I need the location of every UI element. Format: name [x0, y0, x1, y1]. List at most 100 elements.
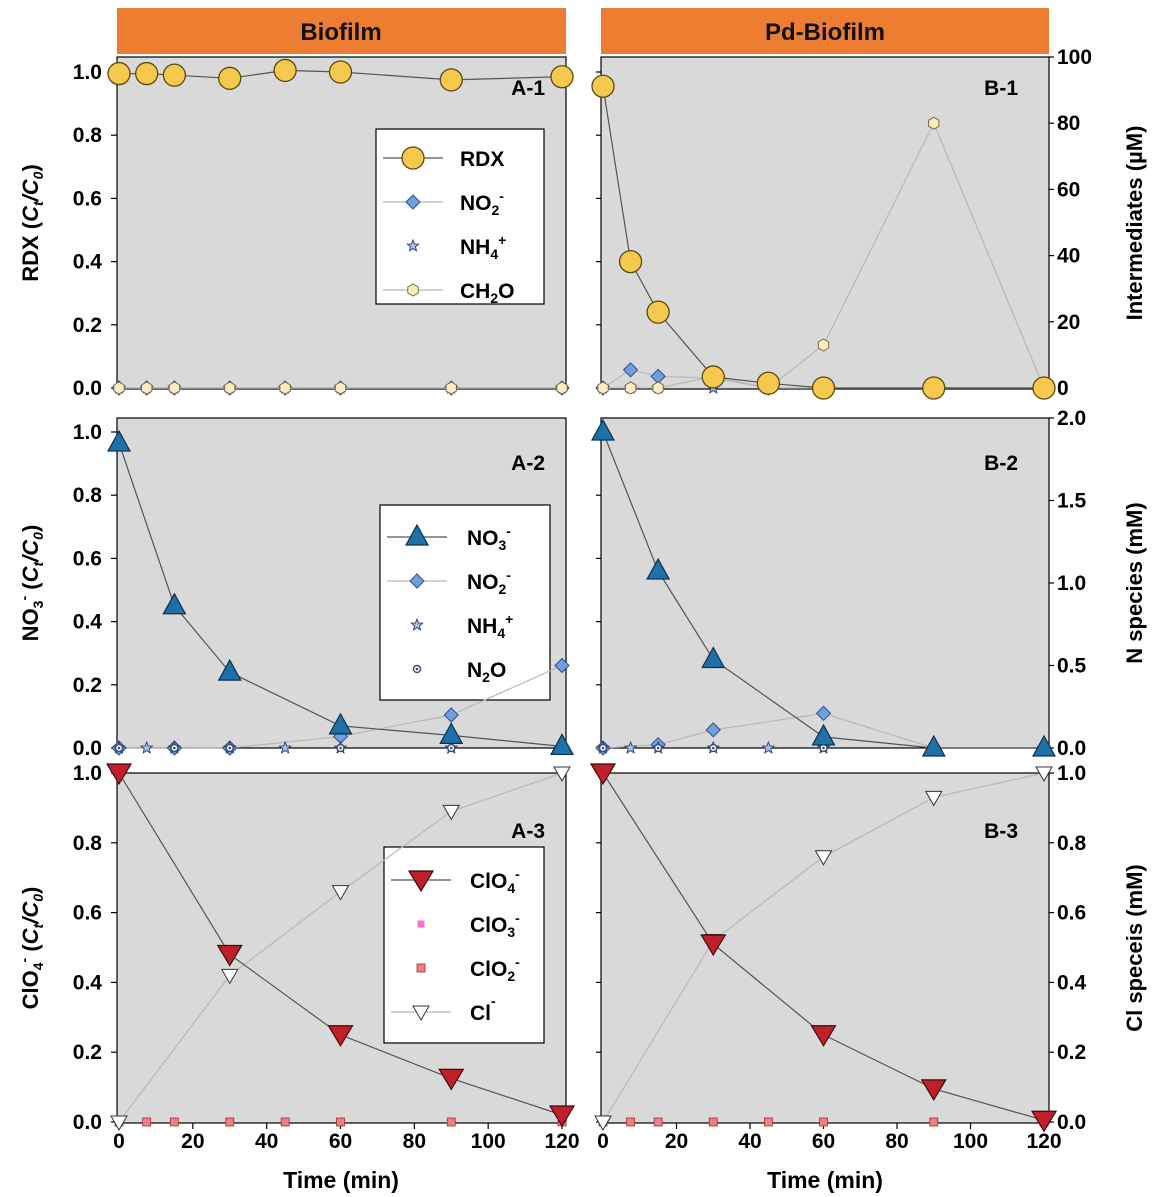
xlabel-left: Time (min): [283, 1167, 399, 1193]
legend-marker: [409, 573, 425, 589]
xtick-label: 0: [113, 1130, 125, 1153]
series-clo4-marker: [920, 1079, 947, 1102]
series-rdx-marker: [922, 376, 946, 400]
series-rdx-marker: [135, 61, 159, 86]
legend-item: Cl-: [391, 993, 496, 1025]
right-ytick-label: 0.2: [1057, 1041, 1086, 1064]
series-cl: [110, 766, 571, 1132]
xtick-label: 60: [812, 1130, 835, 1153]
series-clo4-marker: [810, 1025, 837, 1047]
series-n2o-marker-core: [711, 746, 715, 750]
legend-row2: NO3- NO2- NH4+ N2O: [379, 504, 551, 701]
ylabel-row1: RDX (Ct/C0): [18, 164, 46, 282]
series-n2o-marker-core: [117, 746, 121, 750]
legend-marker: [412, 1005, 430, 1022]
legend-label: Cl-: [470, 993, 496, 1025]
right-ytick-label: 40: [1057, 245, 1080, 268]
series-n2o-marker-core: [656, 746, 660, 750]
xtick-label: 0: [597, 1130, 609, 1153]
right-ytick-label: 1.0: [1057, 572, 1086, 595]
series-cl-marker: [110, 1115, 128, 1132]
series-clo4-marker: [700, 934, 727, 957]
series-n2o-marker-core: [449, 746, 453, 750]
series-no3-line: [118, 442, 563, 747]
left-ytick-label: 0.8: [73, 124, 103, 147]
series-nh4-marker: [623, 740, 638, 754]
series-n2o-marker-core: [601, 746, 605, 750]
series-n2o: [114, 743, 567, 753]
left-ytick-label: 1.0: [73, 61, 102, 84]
series-no3-marker: [162, 592, 187, 615]
legend-marker: [410, 617, 424, 631]
series-clo2-marker: [819, 1117, 828, 1127]
series-clo4-marker: [216, 944, 243, 967]
left-ytick-label: 0.4: [73, 251, 103, 274]
series-cl-marker: [1035, 766, 1053, 783]
series-clo2-marker: [708, 1117, 718, 1127]
legend-item: NO2-: [387, 567, 511, 597]
series-clo4-marker: [327, 1025, 354, 1047]
legend-item: NO3-: [387, 523, 511, 553]
series-rdx-marker: [218, 66, 242, 90]
panel-B2-background: [600, 417, 1050, 749]
series-clo4: [589, 763, 1058, 1133]
left-ytick-label: 0.8: [73, 832, 103, 855]
series-ch2o: [113, 381, 568, 395]
panel-tag-A2: A-2: [511, 452, 545, 475]
chart-marks: [105, 58, 1058, 1133]
series-cl-marker: [594, 1115, 612, 1132]
legend-label: ClO3-: [470, 910, 520, 940]
left-ytick-label: 0.0: [73, 737, 102, 760]
right-ytick-label: 20: [1057, 311, 1080, 334]
left-ytick-label: 0.4: [73, 971, 103, 994]
legend-item: RDX: [383, 146, 504, 171]
legend-marker-core: [415, 667, 419, 671]
series-cl-marker: [814, 850, 833, 866]
series-rdx-marker: [273, 58, 297, 83]
panel-tag-A1: A-1: [511, 77, 545, 100]
panel-B1-background: [600, 56, 1050, 390]
series-clo4-marker: [105, 763, 133, 786]
legend-label: CH2O: [460, 280, 514, 306]
legend-label: ClO4-: [470, 866, 520, 896]
series-no2-marker: [554, 657, 570, 674]
legend-marker: [407, 870, 435, 893]
legend-item: ClO2-: [416, 954, 520, 984]
series-rdx-marker: [811, 376, 836, 400]
legend-item: NH4+: [406, 232, 506, 262]
left-ytick-label: 0.4: [73, 611, 103, 634]
series-n2o-marker-core: [228, 746, 232, 750]
legend-label: NO2-: [460, 188, 504, 218]
legend-row1-box: [375, 128, 545, 305]
series-clo4-marker: [1030, 1110, 1058, 1133]
series-clo2-marker: [336, 1117, 345, 1127]
series-clo2-marker: [280, 1117, 290, 1127]
ylabel-row3: ClO4- (Ct/C0): [16, 887, 46, 1010]
right-ytick-label: 1.5: [1057, 490, 1087, 513]
xtick-label: 100: [471, 1130, 506, 1153]
series-ch2o-marker: [556, 381, 568, 395]
left-ytick-label: 0.0: [73, 1111, 102, 1134]
legend-label: NH4+: [467, 611, 513, 641]
series-clo2-marker: [225, 1117, 235, 1127]
series-ch2o-marker: [113, 381, 125, 395]
xtick-label: 120: [1026, 1130, 1061, 1153]
series-rdx: [107, 58, 574, 92]
series-clo4-marker: [438, 1068, 465, 1091]
series-rdx: [591, 74, 1056, 400]
series-rdx-marker: [646, 300, 670, 324]
series-rdx-marker: [591, 74, 615, 98]
left-ytick-label: 0.6: [73, 902, 102, 925]
series-ch2o-marker: [652, 381, 664, 395]
xtick-label: 60: [329, 1130, 352, 1153]
ylabel-row2: NO3- (Ct/C0): [16, 525, 46, 642]
series-nh4-marker: [139, 740, 154, 754]
series-rdx-marker: [162, 63, 187, 87]
right-ylabel-row3: Cl speceis (mM): [1122, 864, 1147, 1032]
left-ytick-label: 0.8: [73, 484, 103, 507]
xtick-label: 20: [665, 1130, 688, 1153]
panel-A-3-series: [105, 763, 576, 1132]
axis-ticks: 0.00.20.40.60.81.00.00.20.40.60.81.00.00…: [73, 46, 1092, 1153]
legend-item: ClO4-: [391, 866, 520, 896]
